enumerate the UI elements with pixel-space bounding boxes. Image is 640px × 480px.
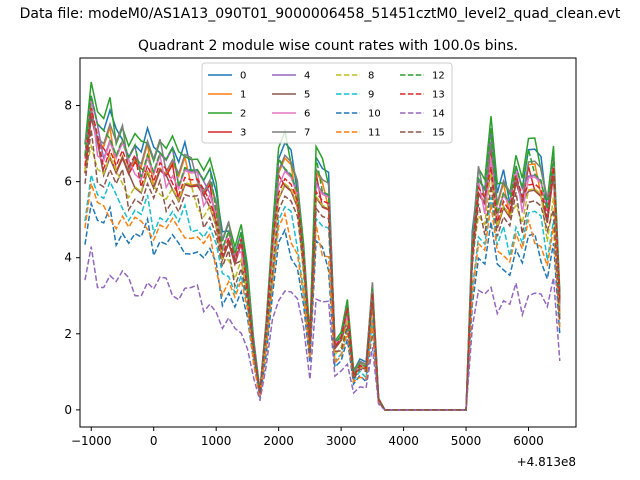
- legend-label-13: 13: [432, 90, 445, 101]
- figure-suptitle: Data file: modeM0/AS1A13_090T01_90000064…: [20, 6, 621, 22]
- legend-label-14: 14: [432, 109, 445, 120]
- x-tick-label: 1000: [201, 434, 232, 448]
- series-line-10: [84, 200, 561, 411]
- legend-frame: [201, 62, 453, 144]
- legend-label-12: 12: [432, 71, 445, 82]
- y-tick-label: 6: [64, 175, 72, 189]
- x-axis: −1000 0 1000 2000 3000 4000 5000 6000: [71, 427, 544, 448]
- legend-label-1: 1: [240, 90, 246, 101]
- series-line-6: [84, 99, 561, 411]
- series-line-13: [84, 107, 561, 411]
- legend-label-7: 7: [304, 128, 310, 139]
- series-line-2: [84, 81, 561, 411]
- x-tick-label: −1000: [71, 434, 112, 448]
- series-line-11: [84, 183, 561, 411]
- legend-label-9: 9: [368, 90, 374, 101]
- legend-label-11: 11: [368, 128, 381, 139]
- series-line-9: [84, 174, 561, 411]
- y-tick-label: 4: [64, 251, 72, 265]
- series-layer: [84, 81, 561, 411]
- series-line-14: [84, 246, 561, 411]
- x-tick-label: 4000: [388, 434, 419, 448]
- series-line-7: [84, 111, 561, 411]
- y-tick-label: 0: [64, 403, 72, 417]
- legend-label-10: 10: [368, 109, 381, 120]
- x-tick-label: 0: [150, 434, 158, 448]
- series-line-12: [84, 95, 561, 411]
- legend-label-4: 4: [304, 71, 310, 82]
- chart-title: Quadrant 2 module wise count rates with …: [138, 38, 518, 54]
- series-line-15: [84, 129, 561, 411]
- x-tick-label: 6000: [513, 434, 544, 448]
- y-axis: 0 2 4 6 8: [64, 99, 80, 417]
- x-offset-label: +4.813e8: [517, 455, 576, 469]
- x-tick-label: 2000: [263, 434, 294, 448]
- axes-border: [79, 57, 577, 428]
- series-line-8: [84, 143, 561, 411]
- x-tick-label: 5000: [451, 434, 482, 448]
- legend-label-2: 2: [240, 109, 246, 120]
- x-tick-label: 3000: [326, 434, 357, 448]
- y-tick-label: 2: [64, 327, 72, 341]
- legend-label-6: 6: [304, 109, 310, 120]
- legend-label-15: 15: [432, 128, 445, 139]
- legend-label-3: 3: [240, 128, 246, 139]
- legend-label-5: 5: [304, 90, 310, 101]
- y-tick-label: 8: [64, 99, 72, 113]
- legend-label-8: 8: [368, 71, 374, 82]
- legend-label-0: 0: [240, 71, 246, 82]
